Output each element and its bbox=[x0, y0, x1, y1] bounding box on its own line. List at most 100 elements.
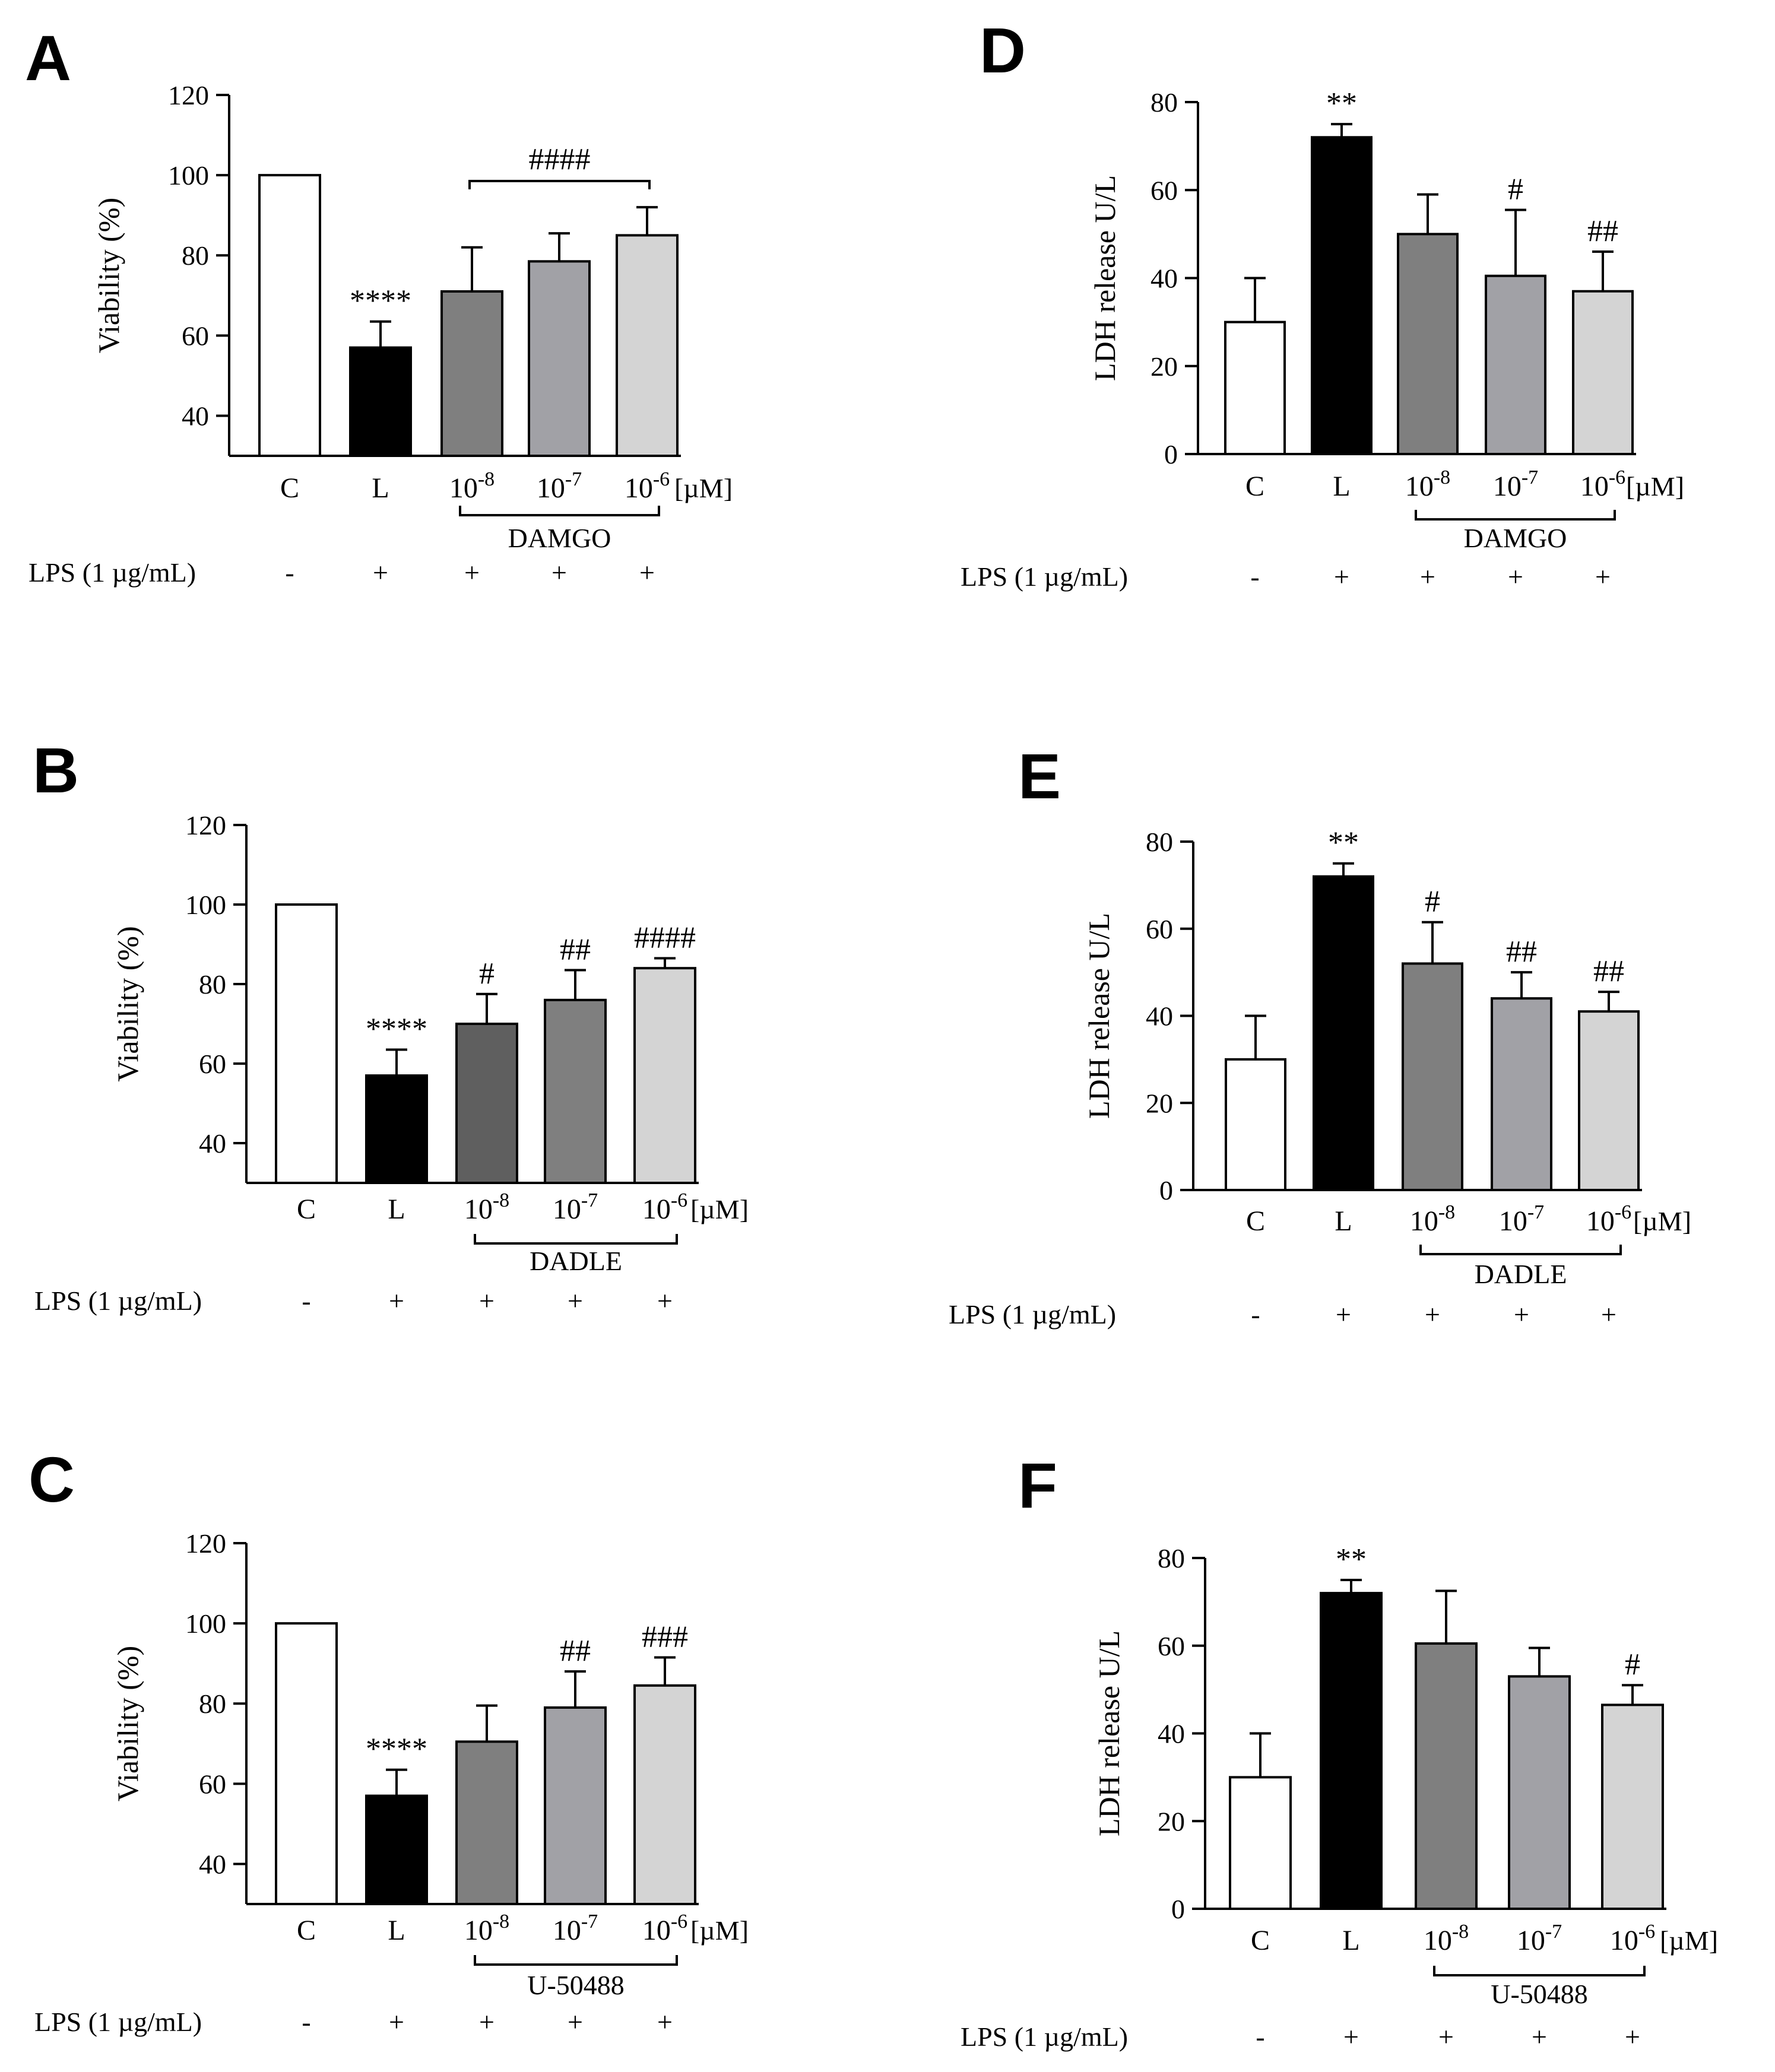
category-label: 10-6 bbox=[1610, 1921, 1655, 1956]
bar bbox=[616, 234, 679, 457]
lps-label: LPS (1 µg/mL) bbox=[28, 557, 196, 588]
lps-sign: - bbox=[1256, 2022, 1264, 2052]
agent-label: U-50488 bbox=[527, 1970, 625, 2000]
y-axis-label: Viability (%) bbox=[111, 926, 144, 1081]
y-tick-label: 120 bbox=[185, 810, 226, 840]
y-tick-label: 80 bbox=[199, 1689, 226, 1719]
bar bbox=[1415, 1642, 1478, 1910]
category-label: 10-6 bbox=[642, 1911, 687, 1946]
lps-label: LPS (1 µg/mL) bbox=[961, 2022, 1128, 2052]
lps-sign: + bbox=[639, 557, 655, 588]
significance-label: # bbox=[1425, 885, 1440, 919]
lps-sign: + bbox=[479, 1286, 495, 1316]
agent-label: U-50488 bbox=[1491, 1979, 1588, 2009]
y-tick-label: 40 bbox=[199, 1128, 226, 1159]
agent-label: DAMGO bbox=[508, 523, 611, 553]
agent-label: DADLE bbox=[530, 1246, 622, 1276]
category-label: L bbox=[1342, 1925, 1359, 1956]
lps-sign: + bbox=[1601, 1299, 1616, 1329]
bar bbox=[1224, 321, 1286, 455]
unit-label: [µM] bbox=[690, 1194, 749, 1224]
category-label: 10-6 bbox=[1580, 467, 1625, 502]
y-tick-label: 40 bbox=[182, 401, 209, 431]
bar bbox=[1313, 875, 1374, 1191]
lps-label: LPS (1 µg/mL) bbox=[949, 1299, 1116, 1329]
lps-sign: + bbox=[1595, 561, 1611, 592]
y-tick-label: 60 bbox=[1146, 914, 1173, 944]
bar bbox=[633, 1684, 696, 1906]
lps-sign: + bbox=[1425, 1299, 1440, 1329]
panel-label: C bbox=[28, 1443, 75, 1515]
bar bbox=[365, 1794, 428, 1906]
significance-label: # bbox=[1508, 173, 1523, 207]
panel-d: D 0 20 40 60 80 LDH release U/L C - ** L +10-8 + #10-… bbox=[961, 14, 1684, 592]
lps-sign: + bbox=[568, 1286, 583, 1316]
unit-label: [µM] bbox=[1633, 1206, 1691, 1236]
y-tick-label: 40 bbox=[199, 1849, 226, 1879]
category-label: 10-7 bbox=[553, 1189, 598, 1225]
y-tick-label: 0 bbox=[1164, 439, 1178, 469]
category-label: L bbox=[388, 1194, 405, 1225]
y-tick-label: 60 bbox=[199, 1769, 226, 1799]
significance-label: ** bbox=[1336, 1543, 1367, 1576]
significance-label: ### bbox=[642, 1620, 688, 1654]
bar bbox=[1320, 1592, 1383, 1911]
y-tick-label: 0 bbox=[1159, 1175, 1173, 1205]
significance-label: **** bbox=[366, 1013, 427, 1046]
agent-bracket bbox=[474, 1955, 678, 1966]
panel-label: A bbox=[25, 22, 71, 94]
panel-label: E bbox=[1018, 740, 1061, 812]
lps-sign: + bbox=[1514, 1299, 1529, 1329]
category-label: 10-8 bbox=[1410, 1201, 1455, 1237]
category-label: L bbox=[1335, 1205, 1352, 1237]
bar bbox=[1311, 136, 1373, 456]
panel-f: F 0 20 40 60 80 LDH release U/L C - ** L +10-8 +10-7… bbox=[961, 1449, 1718, 2052]
bar bbox=[275, 1622, 338, 1905]
lps-label: LPS (1 µg/mL) bbox=[34, 1286, 202, 1316]
lps-sign: - bbox=[285, 557, 294, 588]
category-label: C bbox=[1251, 1925, 1270, 1956]
significance-label: ## bbox=[1593, 954, 1624, 988]
panel-a: A 40 60 80 100 120 Viability (%) C - **** L +10-8 +1… bbox=[25, 22, 733, 588]
category-label: 10-6 bbox=[1586, 1201, 1631, 1237]
bar bbox=[365, 1074, 428, 1184]
y-tick-label: 40 bbox=[1146, 1001, 1173, 1032]
lps-sign: + bbox=[1336, 1299, 1351, 1329]
lps-sign: + bbox=[551, 557, 567, 588]
category-label: L bbox=[372, 472, 389, 504]
bar bbox=[1491, 997, 1552, 1192]
bar bbox=[1485, 274, 1546, 455]
y-tick-label: 120 bbox=[185, 1528, 226, 1559]
agent-bracket bbox=[1419, 1245, 1622, 1255]
lps-sign: - bbox=[1250, 561, 1259, 592]
lps-sign: + bbox=[1334, 561, 1349, 592]
y-tick-label: 80 bbox=[182, 240, 209, 271]
category-label: 10-6 bbox=[642, 1189, 687, 1225]
bar bbox=[1229, 1776, 1292, 1910]
y-tick-label: 100 bbox=[185, 1608, 226, 1639]
agent-bracket bbox=[459, 506, 660, 516]
panel-label: F bbox=[1018, 1449, 1057, 1521]
y-tick-label: 120 bbox=[168, 80, 209, 110]
panel-c: C 40 60 80 100 120 Viability (%) C - **** L +10-8 + #… bbox=[28, 1443, 749, 2037]
y-axis-label: LDH release U/L bbox=[1088, 175, 1121, 381]
bar bbox=[1225, 1058, 1286, 1191]
bar bbox=[349, 346, 412, 457]
category-label: 10-8 bbox=[464, 1189, 509, 1225]
bar bbox=[544, 1706, 607, 1905]
panel-label: D bbox=[980, 14, 1026, 86]
y-tick-label: 60 bbox=[1158, 1631, 1185, 1661]
lps-sign: + bbox=[1438, 2022, 1454, 2052]
category-label: 10-8 bbox=[464, 1911, 509, 1946]
bar bbox=[528, 260, 591, 457]
significance-label: **** bbox=[350, 284, 411, 318]
category-label: L bbox=[1333, 471, 1350, 502]
bar bbox=[1402, 962, 1463, 1191]
category-label: 10-8 bbox=[1424, 1921, 1469, 1956]
panel-b: B 40 60 80 100 120 Viability (%) C - **** L + #10-8 +… bbox=[33, 734, 749, 1316]
agent-bracket bbox=[1415, 510, 1616, 521]
y-tick-label: 60 bbox=[1150, 175, 1178, 205]
lps-sign: + bbox=[657, 2007, 673, 2037]
bar bbox=[1508, 1675, 1571, 1910]
significance-label: # bbox=[479, 957, 495, 991]
